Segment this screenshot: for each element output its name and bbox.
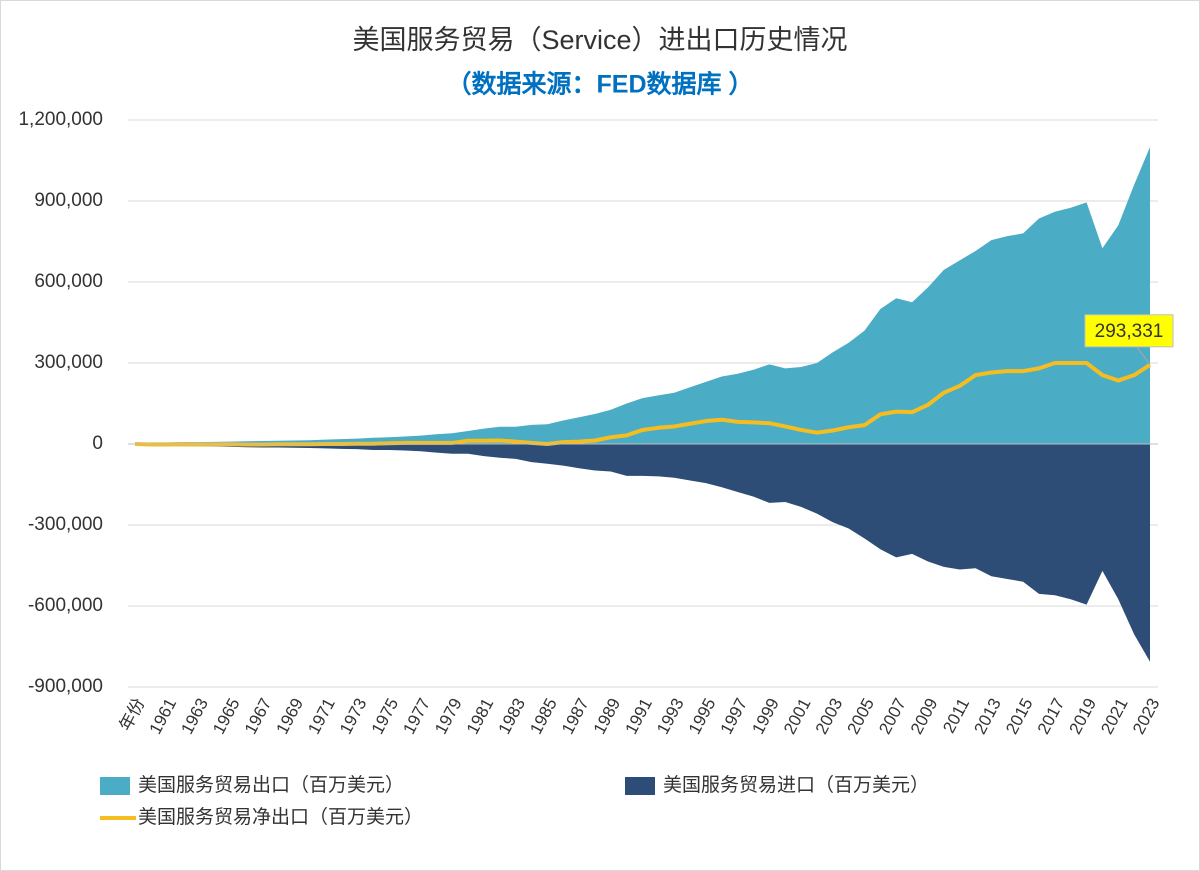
y-tick-label: -900,000 — [28, 676, 103, 697]
legend-label: 美国服务贸易出口（百万美元） — [138, 774, 404, 796]
legend-label: 美国服务贸易进口（百万美元） — [663, 774, 929, 796]
legend-swatch — [100, 777, 130, 795]
data-label-box — [1084, 314, 1174, 348]
chart-subtitle: （数据来源：FED数据库 ） — [447, 70, 754, 99]
legend-swatch — [625, 777, 655, 795]
y-tick-label: 900,000 — [34, 190, 103, 211]
y-tick-label: 0 — [92, 433, 103, 454]
area — [135, 147, 1150, 444]
chart-title: 美国服务贸易（Service）进出口历史情况 — [352, 25, 847, 55]
legend-label: 美国服务贸易净出口（百万美元） — [138, 806, 423, 828]
data-label: 293,331 — [1095, 321, 1164, 342]
y-tick-label: -600,000 — [28, 595, 103, 616]
y-tick-label: 1,200,000 — [18, 109, 103, 130]
area — [135, 444, 1150, 662]
y-tick-label: 300,000 — [34, 352, 103, 373]
y-tick-label: -300,000 — [28, 514, 103, 535]
y-tick-label: 600,000 — [34, 271, 103, 292]
